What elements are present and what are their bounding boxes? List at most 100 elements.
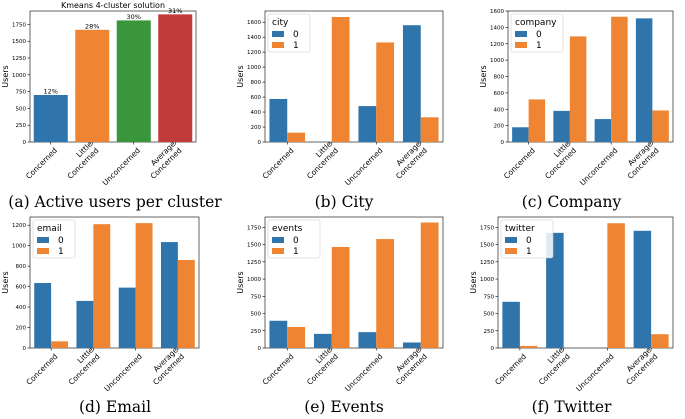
caption-a: (a) Active users per cluster bbox=[8, 193, 222, 211]
bar-series-1-unconcerned bbox=[607, 223, 625, 348]
chart-panel-a: 0 250 500 750 1000 1250 1500 1750 Users Kmeans 4-… bbox=[0, 0, 230, 200]
legend-label-0: 0 bbox=[526, 236, 532, 246]
bar-series-0-concerned bbox=[269, 320, 288, 348]
bar-series-1-unconcerned bbox=[611, 16, 628, 143]
legend-label-0: 0 bbox=[293, 236, 299, 246]
legend-label-0: 0 bbox=[58, 236, 64, 246]
chart-svg-c: 0 200 400 600 800 1000 1200 1400 1600 Users Concer… bbox=[479, 9, 674, 188]
legend-title: company bbox=[515, 18, 557, 28]
x-tick-label: Unconcerned bbox=[343, 146, 385, 188]
legend: email 01 bbox=[32, 219, 76, 259]
bar-series-0-average-concerned bbox=[402, 342, 421, 348]
bar-series-0-unconcerned bbox=[358, 332, 377, 348]
y-tick-label: 0 bbox=[258, 346, 262, 352]
y-tick-label: 0 bbox=[491, 346, 495, 352]
y-tick-label: 250 bbox=[251, 329, 262, 335]
legend-label-1: 1 bbox=[58, 247, 64, 257]
y-tick-label: 250 bbox=[16, 123, 27, 129]
bar-series-0-average-concerned bbox=[402, 25, 421, 143]
plot-frame bbox=[497, 216, 674, 349]
chart-panel-b: 0 200 400 600 800 1000 1200 1400 1600 Users Concer… bbox=[230, 0, 458, 200]
y-axis-label: Users bbox=[1, 65, 10, 87]
legend: city 01 bbox=[267, 13, 311, 53]
y-tick-label: 1000 bbox=[12, 73, 26, 79]
chart-svg-b: 0 200 400 600 800 1000 1200 1400 1600 Users Concer… bbox=[236, 10, 444, 188]
bar-series-1-little-concerned bbox=[331, 246, 350, 348]
x-tick-label-line: Concerned bbox=[493, 352, 528, 387]
bar-series-0-unconcerned bbox=[594, 119, 612, 142]
y-tick-label: 1500 bbox=[480, 243, 494, 249]
y-tick-label: 750 bbox=[484, 294, 495, 300]
y-tick-label: 250 bbox=[484, 329, 495, 335]
chart-panel-e: 0 250 500 750 1000 1250 1500 1750 Users Concerned… bbox=[230, 210, 458, 400]
y-tick-label: 1500 bbox=[247, 243, 261, 249]
x-tick-label: Unconcerned bbox=[343, 352, 385, 394]
bar-little-concerned bbox=[75, 29, 110, 142]
legend-title: twitter bbox=[505, 224, 535, 234]
y-tick-label: 800 bbox=[494, 75, 505, 81]
legend-label-0: 0 bbox=[536, 30, 542, 40]
bar-series-1-concerned bbox=[287, 326, 306, 348]
bar-series-1-concerned bbox=[51, 341, 69, 348]
y-tick-label: 1400 bbox=[247, 35, 261, 41]
chart-title: Kmeans 4-cluster solution bbox=[61, 1, 165, 10]
y-tick-label: 800 bbox=[251, 80, 262, 86]
bar-series-1-unconcerned bbox=[376, 239, 395, 348]
bar-series-0-concerned bbox=[512, 127, 529, 142]
y-tick-label: 1200 bbox=[247, 50, 261, 56]
x-tick-label: Concerned bbox=[24, 352, 59, 387]
plot-frame bbox=[264, 10, 444, 143]
y-tick-label: 1250 bbox=[480, 260, 494, 266]
legend-swatch-1 bbox=[515, 42, 527, 48]
y-axis-label: Users bbox=[1, 271, 10, 293]
legend-swatch-1 bbox=[272, 42, 284, 48]
y-tick-label: 1200 bbox=[490, 42, 504, 48]
y-tick-label: 600 bbox=[251, 95, 262, 101]
caption-d: (d) Email bbox=[78, 398, 152, 416]
y-axis-label: Users bbox=[236, 65, 245, 87]
y-tick-label: 400 bbox=[494, 107, 505, 113]
bar-series-1-little-concerned bbox=[569, 36, 587, 142]
y-tick-label: 1250 bbox=[247, 260, 261, 266]
bar-series-0-little-concerned bbox=[553, 110, 570, 142]
legend-swatch-1 bbox=[505, 248, 517, 254]
y-tick-label: 1750 bbox=[12, 22, 26, 28]
y-tick-label: 0 bbox=[258, 140, 262, 146]
bar-data-label: 31% bbox=[168, 7, 182, 15]
legend-label-1: 1 bbox=[526, 247, 532, 257]
x-tick-label: Concerned bbox=[493, 352, 528, 387]
y-tick-label: 400 bbox=[251, 110, 262, 116]
bar-series-1-concerned bbox=[528, 99, 546, 142]
y-tick-label: 1750 bbox=[247, 225, 261, 231]
y-tick-label: 750 bbox=[251, 294, 262, 300]
y-tick-label: 1750 bbox=[480, 225, 494, 231]
plot-frame bbox=[29, 216, 200, 349]
x-tick-label: Concerned bbox=[502, 146, 537, 181]
y-tick-label: 800 bbox=[16, 264, 27, 270]
bar-series-1-average-concerned bbox=[420, 117, 439, 142]
y-tick-label: 1000 bbox=[247, 277, 261, 283]
bar-series-1-unconcerned bbox=[376, 42, 395, 142]
bar-series-0-unconcerned bbox=[358, 106, 377, 142]
x-tick-label-line: Concerned bbox=[24, 146, 59, 181]
y-tick-label: 1000 bbox=[490, 58, 504, 64]
x-tick-label-line: Unconcerned bbox=[343, 352, 385, 394]
chart-panel-d: 0 200 400 600 800 1000 1200 Users Concerned Littl… bbox=[0, 210, 230, 400]
bar-series-1-little-concerned bbox=[93, 224, 111, 348]
y-tick-label: 400 bbox=[16, 305, 27, 311]
legend-label-0: 0 bbox=[293, 30, 299, 40]
bar-series-0-unconcerned bbox=[118, 287, 136, 348]
y-tick-label: 1400 bbox=[490, 25, 504, 31]
y-tick-label: 600 bbox=[494, 91, 505, 97]
x-tick-label-line: Unconcerned bbox=[578, 146, 620, 188]
x-tick-label: Concerned bbox=[261, 352, 296, 387]
bar-series-0-little-concerned bbox=[313, 333, 332, 348]
bar-concerned bbox=[33, 94, 68, 142]
legend: company 01 bbox=[510, 13, 564, 53]
